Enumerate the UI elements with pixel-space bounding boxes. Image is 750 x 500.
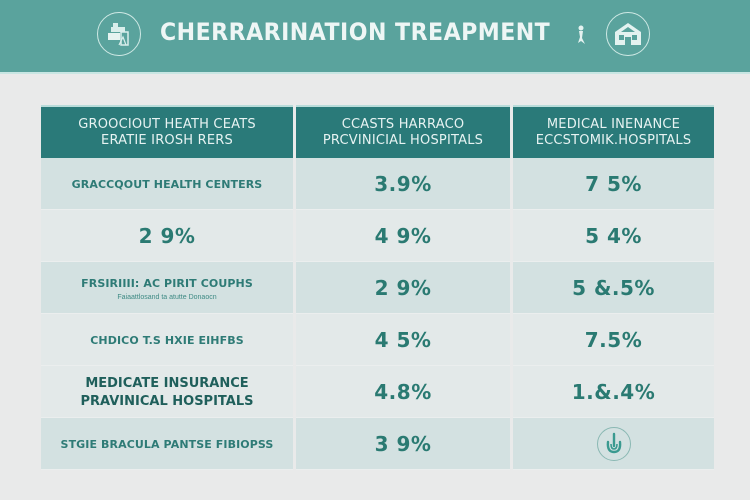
cell-col3: 7 5% — [513, 158, 714, 210]
row-label: GRACCQOUT HEALTH CENTERS — [41, 158, 293, 210]
cell-col3: 5 4% — [513, 210, 714, 262]
table-row: 2 9% 4 9% 5 4% — [41, 210, 714, 262]
row-label-text: CHDICO T.S HXIE EIHFBS — [90, 333, 244, 347]
comparison-table: GROOCIOUT HEATH CEATS ERATIE IROSH RERS … — [38, 105, 717, 470]
row-label: CHDICO T.S HXIE EIHFBS — [41, 314, 293, 366]
column-header-1: GROOCIOUT HEATH CEATS ERATIE IROSH RERS — [41, 105, 293, 158]
table-row: MEDICATE INSURANCE PRAVINICAL HOSPITALS … — [41, 366, 714, 418]
table-row: STGIE BRACULA PANTSE FIBIOPSS 3 9% — [41, 418, 714, 470]
value-col2: 3 9% — [374, 431, 432, 456]
page-title: CHERRARINATION TREAPMENT — [160, 18, 551, 46]
cell-col2: 3 9% — [296, 418, 510, 470]
cell-col3: 7.5% — [513, 314, 714, 366]
column-header-2-line2: PRCVINICIAL HOSPITALS — [322, 132, 484, 148]
value-col3: 1.&.4% — [571, 379, 656, 404]
row-label-text: STGIE BRACULA PANTSE FIBIOPSS — [60, 437, 274, 451]
row-label-text: MEDICATE INSURANCE — [85, 375, 249, 391]
column-header-3-line1: MEDICAL INENANCE — [546, 116, 681, 132]
hand-pointer-icon — [596, 426, 631, 461]
column-header-1-line1: GROOCIOUT HEATH CEATS — [78, 116, 256, 132]
cell-col2: 4 5% — [296, 314, 510, 366]
table-row: FRSIRIIII: AC PIRIT COUPHS Faiaattlosand… — [41, 262, 714, 314]
column-header-2-line1: CCASTS HARRACO — [341, 116, 465, 132]
column-header-3-line2: ECCSTOMIK.HOSPITALS — [535, 132, 692, 148]
row-label: STGIE BRACULA PANTSE FIBIOPSS — [41, 418, 293, 470]
value-col3: 5 4% — [585, 223, 642, 248]
cell-col3 — [513, 418, 714, 470]
cell-col3: 1.&.4% — [513, 366, 714, 418]
value-col2: 4.8% — [374, 379, 432, 404]
value-col2: 4 5% — [374, 327, 432, 352]
value-col2: 4 9% — [374, 223, 432, 248]
row-label: MEDICATE INSURANCE PRAVINICAL HOSPITALS — [41, 366, 293, 418]
row-label-subtext: PRAVINICAL HOSPITALS — [80, 393, 254, 409]
cell-col3: 5 &.5% — [513, 262, 714, 314]
row-label-text: GRACCQOUT HEALTH CENTERS — [71, 177, 263, 191]
house-icon — [606, 12, 650, 56]
cell-col2: 3.9% — [296, 158, 510, 210]
row-label-text: 2 9% — [138, 223, 196, 248]
table-row: GRACCQOUT HEALTH CENTERS 3.9% 7 5% — [41, 158, 714, 210]
header-banner: CHERRARINATION TREAPMENT — [0, 0, 750, 74]
row-label-subtext: Faiaattlosand ta atutte Donaocn — [117, 294, 217, 301]
cell-col2: 2 9% — [296, 262, 510, 314]
cell-col2: 4 9% — [296, 210, 510, 262]
column-header-1-line2: ERATIE IROSH RERS — [101, 132, 233, 148]
value-col3: 7.5% — [584, 327, 643, 352]
column-header-2: CCASTS HARRACO PRCVINICIAL HOSPITALS — [296, 105, 510, 158]
row-label-text: FRSIRIIII: AC PIRIT COUPHS — [81, 277, 253, 290]
cell-col2: 4.8% — [296, 366, 510, 418]
value-col2: 3.9% — [374, 171, 432, 196]
figure-icon — [578, 25, 585, 44]
row-label: 2 9% — [41, 210, 293, 262]
column-header-3: MEDICAL INENANCE ECCSTOMIK.HOSPITALS — [513, 105, 714, 158]
row-label: FRSIRIIII: AC PIRIT COUPHS Faiaattlosand… — [41, 262, 293, 314]
hospital-building-icon — [97, 12, 141, 56]
table-row: CHDICO T.S HXIE EIHFBS 4 5% 7.5% — [41, 314, 714, 366]
table-header-row: GROOCIOUT HEATH CEATS ERATIE IROSH RERS … — [41, 105, 714, 158]
value-col2: 2 9% — [374, 275, 432, 300]
value-col3: 5 &.5% — [572, 275, 655, 300]
value-col3: 7 5% — [585, 171, 642, 196]
